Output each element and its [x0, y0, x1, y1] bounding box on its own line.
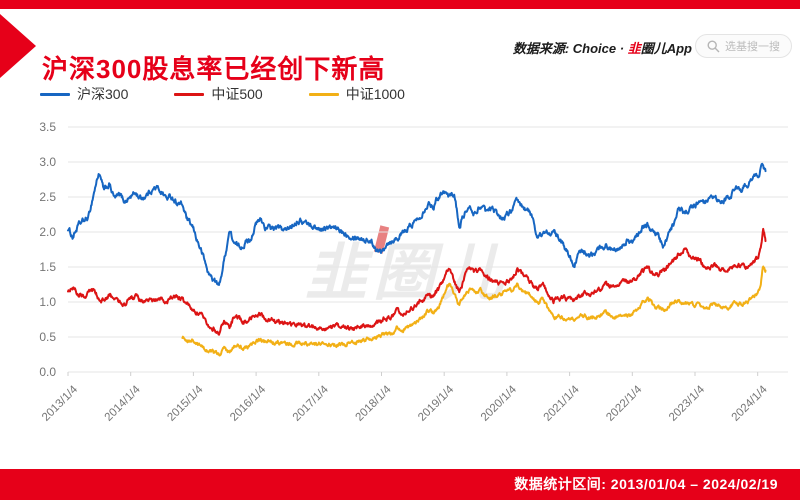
x-tick-label: 2016/1/4 [228, 383, 269, 424]
watermark-text: 韭圈儿 [305, 239, 510, 308]
y-tick-label: 0.5 [39, 330, 56, 344]
series-line-中证1000 [181, 265, 767, 357]
search-pill[interactable]: 选基搜一搜 [695, 34, 792, 58]
x-tick-label: 2014/1/4 [103, 383, 144, 424]
y-tick-label: 3.5 [39, 120, 56, 134]
x-tick-label: 2018/1/4 [353, 383, 394, 424]
legend-label-zz1000: 中证1000 [345, 86, 405, 102]
x-tick-label: 2022/1/4 [604, 383, 645, 424]
data-source-suffix: App [666, 41, 692, 56]
y-tick-label: 1.5 [39, 260, 56, 274]
x-tick-label: 2020/1/4 [479, 383, 520, 424]
y-tick-label: 3.0 [39, 155, 56, 169]
arrow-shape [0, 14, 36, 78]
x-tick-label: 2021/1/4 [542, 383, 583, 424]
series-line-沪深300 [67, 162, 767, 286]
watermark-logo: 韭圈儿 [305, 222, 509, 312]
x-tick-label: 2017/1/4 [291, 383, 332, 424]
y-tick-label: 2.5 [39, 190, 56, 204]
y-tick-label: 1.0 [39, 295, 56, 309]
x-tick-label: 2023/1/4 [667, 383, 708, 424]
legend-label-hs300: 沪深300 [77, 86, 129, 102]
data-source-prefix: 数据来源: Choice · [512, 41, 628, 56]
legend-item-hs300[interactable]: 沪深300 [40, 84, 128, 104]
data-source-label: 数据来源: Choice · 韭圈儿App [513, 38, 692, 57]
footer-range-label: 数据统计区间: 2013/01/04 – 2024/02/19 [514, 476, 778, 492]
x-tick-label: 2019/1/4 [416, 383, 457, 424]
series-group [67, 162, 767, 357]
legend-label-zz500: 中证500 [211, 86, 263, 102]
title-arrow-icon [0, 14, 36, 78]
app-logo-dark-chars: 圈儿 [640, 41, 667, 56]
legend-item-zz1000[interactable]: 中证1000 [308, 84, 405, 104]
x-tick-label: 2024/1/4 [730, 383, 771, 424]
search-icon [707, 39, 720, 52]
legend-item-zz500[interactable]: 中证500 [174, 84, 263, 104]
y-tick-label: 2.0 [39, 225, 56, 239]
x-tick-label: 2015/1/4 [165, 383, 206, 424]
y-tick-label: 0.0 [39, 365, 56, 379]
x-tick-label: 2013/1/4 [40, 383, 81, 424]
top-accent-bar [0, 0, 800, 9]
legend-swatch-zz500 [174, 92, 205, 96]
series-line-中证500 [67, 227, 767, 336]
page-title: 沪深300股息率已经创下新高 [42, 54, 386, 85]
legend-swatch-zz1000 [308, 92, 339, 96]
search-placeholder: 选基搜一搜 [725, 41, 780, 53]
chart-legend: 沪深300 中证500 中证1000 [40, 84, 405, 104]
legend-swatch-hs300 [40, 92, 70, 96]
app-logo-red-char: 韭 [627, 41, 641, 56]
footer-note: 数据统计区间: 2013/01/04 – 2024/02/19 [0, 469, 800, 500]
